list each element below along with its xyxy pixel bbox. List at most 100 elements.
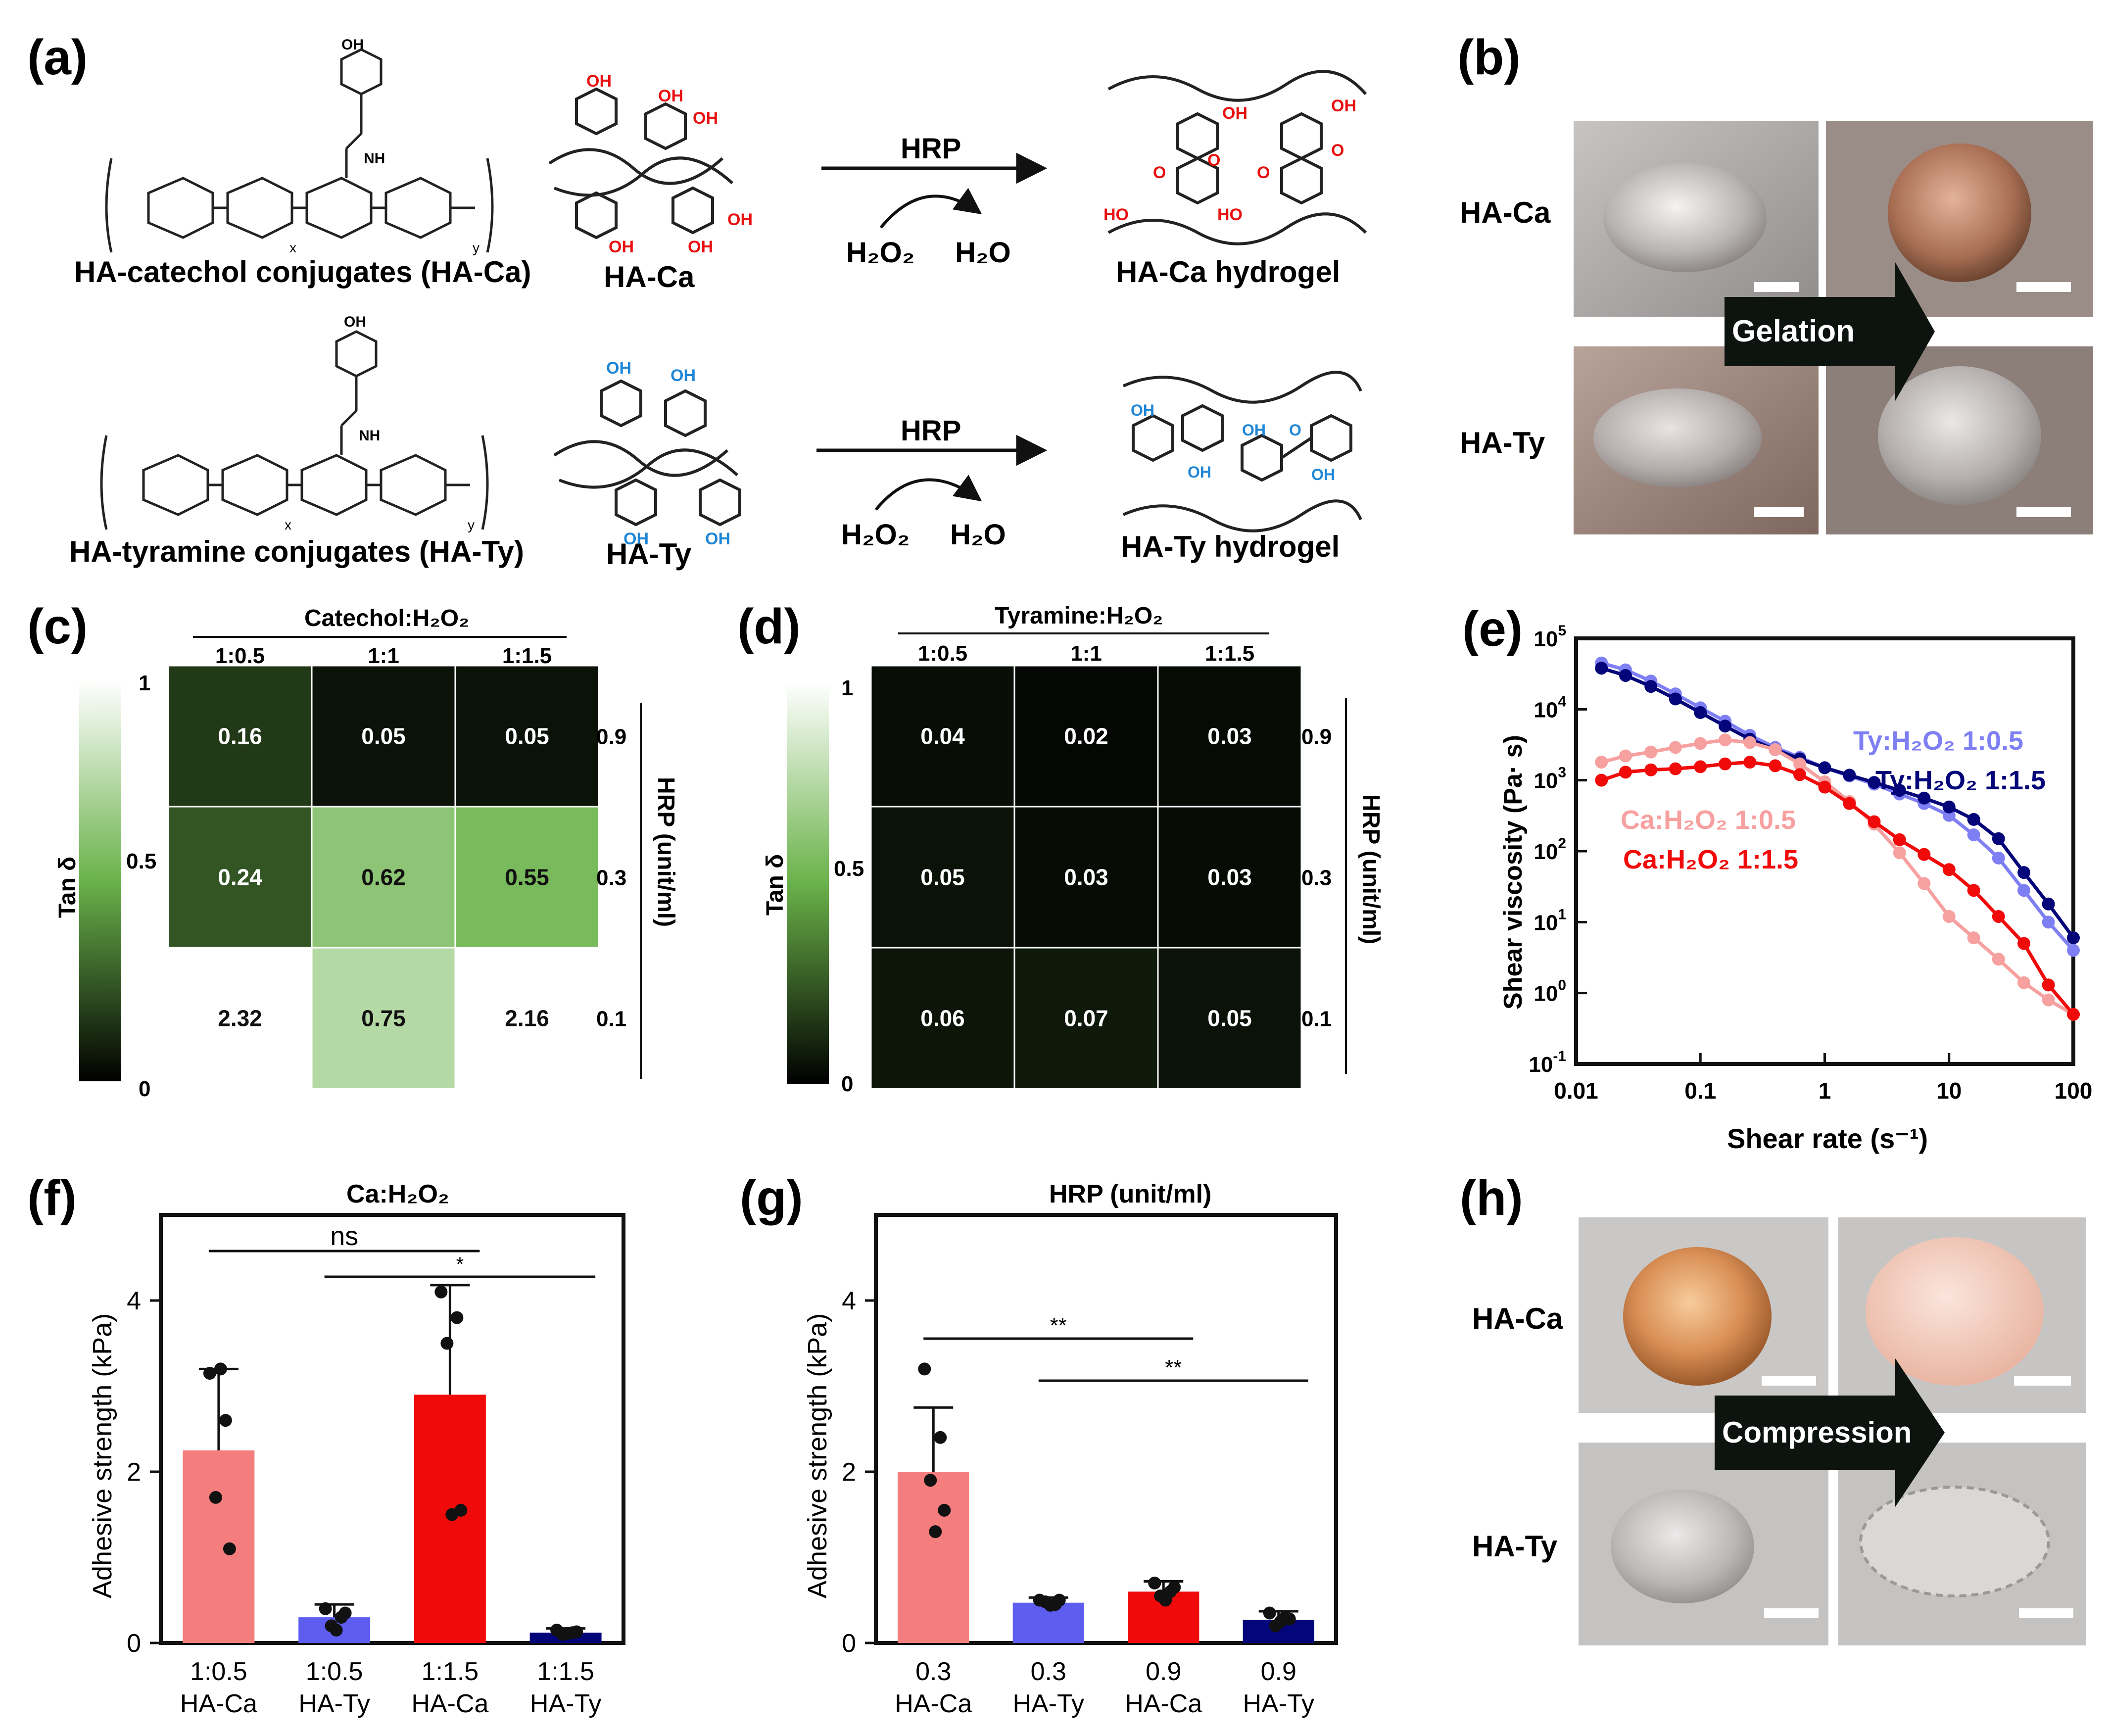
plot-e-ytick-label-4: 101 [1534,906,1566,935]
plotF-xlabel-bottom-3: HA-Ty [530,1689,601,1718]
panel-f-letter: (f) [27,1170,77,1226]
plot-e-series-line-3 [1601,760,2075,1016]
plotF-point-1-3 [338,1606,352,1620]
heatmap-value-0-2: 0.05 [505,723,549,749]
plot-e-point-1-10 [1843,769,1856,782]
plot-e-ytick-label-0: 105 [1534,623,1566,651]
plotG-point-0-0 [918,1362,931,1376]
plot-f-ylabel: Adhesive strength (kPa) [88,1313,117,1598]
gel-h-ty-after [1859,1486,2050,1597]
panel-f-title: Ca:H₂O₂ [346,1180,449,1208]
heatmap-value-0-0: 0.04 [920,723,965,749]
compression-arrow [1715,1358,1945,1507]
ty-gel-o-1: O [1289,421,1301,439]
plotG-point-0-4 [929,1525,942,1539]
plotF-point-0-3 [223,1542,236,1555]
gel-h-ca-after [1866,1237,2044,1386]
ha-ca-x-label: x [289,240,296,255]
plotF-sig-label-1: * [456,1254,464,1275]
heatmap-value-2-0: 0.06 [920,1006,965,1031]
ca-gel-o-2: O [1153,163,1166,182]
plot-e-point-3-14 [1942,863,1956,876]
cbar-d-label: Tan δ [762,854,788,916]
curved-arrow-2 [874,475,982,511]
plotF-ytick-label-2: 4 [127,1287,141,1315]
plotF-point-0-2 [209,1491,222,1504]
plot-e-ytick-label-5: 100 [1534,977,1566,1006]
panel-e-letter: (e) [1462,601,1523,657]
panel-d: (d) Tyramine:H₂O₂ 0.04 0.02 0.030.05 0.03 0.… [737,599,1384,1096]
plot-e-point-2-18 [2042,993,2055,1007]
plot-e-point-0-18 [2042,916,2055,929]
plot-e-point-3-18 [2042,978,2055,992]
ty-gel-oh-3: OH [1242,421,1266,439]
heatmap-value-0-2: 0.03 [1207,723,1252,749]
plot-f: 0 2 4 1:0.5 HA-Ca 1:0.5 HA-Ty 1:1.5 HA-Ca 1:1.5 HA… [127,1221,602,1718]
heatmap-col-label-2: 1:1.5 [502,644,552,668]
plot-e-ytick-exp-6: -1 [1553,1048,1566,1064]
plotG-xlabel-bottom-3: HA-Ty [1243,1689,1314,1718]
ha-ca-short-label: HA-Ca [604,260,695,293]
plotG-ytick-label-2: 4 [842,1287,856,1315]
panel-d-row-axis: HRP (unit/ml) [1358,794,1384,944]
plotG-point-2-0 [1148,1576,1161,1590]
plotG-point-2-3 [1168,1581,1181,1594]
heatmap-value-1-0: 0.05 [920,865,965,890]
scalebar-b-4 [2016,507,2071,517]
plot-e-point-3-7 [1769,759,1782,772]
plot-e-point-1-1 [1619,669,1632,682]
ha-ty-hydrogel-label: HA-Ty hydrogel [1121,530,1340,563]
ha-ty-x-label: x [285,517,291,532]
gel-h-ty-before [1611,1490,1754,1603]
heatmap-value-2-2: 2.16 [505,1006,549,1031]
heatmap-row-label-1: 0.3 [596,866,626,890]
scalebar-b-1 [1754,282,1799,292]
cbar-c-tick-1: 1 [139,671,150,695]
panel-c: (c) Catechol:H₂O₂ 0.16 0.05 0.050.24 0.62 0.… [27,599,679,1101]
heatmap-cell-1-2 [454,806,600,949]
plot-e-ytick-label-3: 102 [1534,835,1566,864]
plot-e-point-1-2 [1644,680,1658,693]
ha-ty-oh-1: OH [606,359,631,378]
plot-e-point-1-4 [1694,706,1707,719]
ha-ca-y-label: y [473,240,479,255]
plotG-point-0-1 [934,1431,947,1444]
plotF-ytick-label-1: 2 [127,1458,141,1487]
ha-ca-oh-3: OH [693,109,718,128]
plot-e-ytick-exp-0: 5 [1558,623,1566,639]
plot-e-point-3-0 [1595,773,1608,787]
ha-ca-oh-top: OH [341,37,364,53]
plot-e-point-3-11 [1868,815,1881,828]
plotG-xlabel-top-0: 0.3 [915,1657,951,1686]
plot-e-point-3-6 [1743,756,1757,769]
plot-e-xtick-label-0: 0.01 [1554,1078,1598,1104]
ha-ca-oh-2: OH [658,87,683,105]
ha-ca-conjugate-structure [105,48,494,253]
ha-ty-oh-3: OH [623,530,649,548]
heatmap-value-2-0: 2.32 [218,1006,262,1031]
heatmap-value-0-1: 0.05 [361,723,406,749]
colorbar-d [787,683,829,1084]
heatmap-row-label-0: 0.9 [1301,725,1332,749]
heatmap-cell-1-2 [1157,806,1302,949]
plotF-point-2-2 [440,1337,454,1350]
plot-e-point-3-19 [2067,1008,2080,1021]
plot-e-point-3-17 [2017,937,2031,950]
plot-e-point-2-14 [1942,910,1956,923]
plot-e-xtick-label-1: 0.1 [1684,1078,1716,1104]
plotG-point-1-4 [1044,1598,1057,1612]
plot-e-ylabel: Shear viscosity (Pa· s) [1499,735,1528,1010]
plot-g: 0 2 4 0.3 HA-Ca 0.3 HA-Ty 0.9 HA-Ca 0.9 HA-Ty ** ** [842,1287,1314,1718]
ca-gel-oh-1: OH [1222,104,1247,123]
heatmap-col-label-1: 1:1 [1070,641,1102,666]
panel-h-row1-label: HA-Ca [1472,1302,1563,1335]
heatmap-value-0-0: 0.16 [218,723,262,749]
heatmap-cell-0-1 [311,665,456,808]
plot-e-point-2-5 [1719,733,1732,747]
plotG-ytick-label-1: 2 [842,1458,856,1487]
gelation-arrow [1725,262,1935,401]
plot-e-point-0-17 [2017,884,2031,897]
plot-e-point-3-4 [1694,760,1707,773]
droplet-ca-before [1603,163,1767,272]
plot-e-point-2-3 [1669,741,1682,754]
